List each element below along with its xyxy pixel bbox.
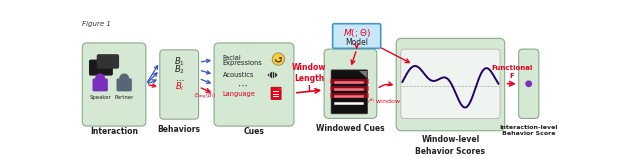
FancyBboxPatch shape [330,93,369,98]
FancyBboxPatch shape [117,79,131,91]
Circle shape [526,81,531,86]
FancyBboxPatch shape [330,86,369,91]
Text: $\cdots$: $\cdots$ [237,80,248,90]
Text: Interaction-level
Behavior Score: Interaction-level Behavior Score [499,124,558,136]
Text: $B_2$: $B_2$ [173,64,185,76]
Text: $B_1$: $B_1$ [174,56,184,69]
Text: $i^{th}$ window: $i^{th}$ window [367,97,401,106]
Polygon shape [278,88,281,91]
Text: Facial: Facial [223,55,241,61]
Text: Model: Model [345,38,368,47]
Text: $B_l$: $B_l$ [175,81,184,93]
Text: Interaction: Interaction [90,127,138,136]
Text: $M(;\Theta)$: $M(;\Theta)$ [343,27,371,39]
FancyBboxPatch shape [160,50,198,119]
FancyBboxPatch shape [330,79,369,84]
FancyBboxPatch shape [333,24,381,48]
Text: Behaviors: Behaviors [157,124,201,134]
Circle shape [120,74,129,83]
FancyBboxPatch shape [518,49,539,118]
Text: Acoustics: Acoustics [223,72,254,78]
Text: Expressions: Expressions [223,60,262,66]
FancyBboxPatch shape [401,49,500,118]
FancyBboxPatch shape [93,79,107,91]
Text: Window-level
Behavior Scores: Window-level Behavior Scores [415,135,486,156]
Text: Language: Language [223,91,255,97]
Text: Cues: Cues [243,127,264,136]
Text: Partner: Partner [115,95,134,100]
Circle shape [96,74,104,83]
FancyBboxPatch shape [271,87,281,100]
FancyBboxPatch shape [214,43,294,126]
FancyBboxPatch shape [90,60,112,75]
FancyBboxPatch shape [396,38,505,131]
Circle shape [272,53,285,65]
FancyBboxPatch shape [83,43,146,126]
Text: Speaker: Speaker [89,95,111,100]
Text: Windowed Cues: Windowed Cues [316,124,385,133]
Text: Window
Length
L: Window Length L [292,63,326,94]
Text: Functional
F: Functional F [491,66,532,79]
FancyBboxPatch shape [324,49,377,118]
Text: $E_{lang}(B_l)$: $E_{lang}(B_l)$ [194,92,216,102]
Text: $\cdots$: $\cdots$ [175,74,184,83]
Polygon shape [359,71,367,78]
FancyBboxPatch shape [97,55,118,68]
FancyBboxPatch shape [331,70,367,114]
Text: Figure 1: Figure 1 [81,21,111,27]
